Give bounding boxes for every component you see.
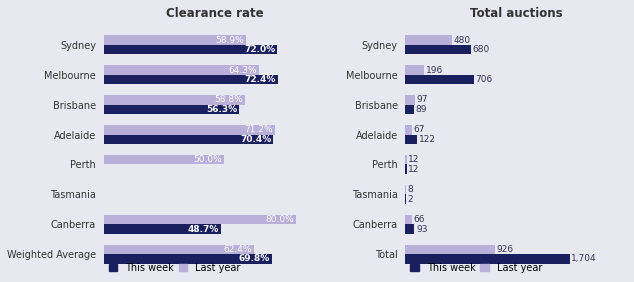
Bar	[104, 75, 278, 84]
Text: 12: 12	[408, 165, 420, 174]
Title: Total auctions: Total auctions	[470, 7, 562, 20]
Text: 62.4%: 62.4%	[224, 245, 252, 254]
Text: 480: 480	[453, 36, 470, 45]
Bar	[104, 35, 245, 45]
Text: 93: 93	[416, 224, 427, 233]
Text: 2: 2	[407, 195, 413, 204]
Text: 58.8%: 58.8%	[215, 95, 243, 104]
Text: 50.0%: 50.0%	[193, 155, 222, 164]
Text: 69.8%: 69.8%	[238, 254, 270, 263]
Text: 66: 66	[413, 215, 425, 224]
Bar	[406, 45, 471, 54]
Bar	[104, 45, 277, 54]
Text: 706: 706	[475, 75, 492, 84]
Text: 8: 8	[408, 185, 413, 194]
Text: 680: 680	[472, 45, 489, 54]
Legend: This week, Last year: This week, Last year	[108, 263, 241, 273]
Text: 72.4%: 72.4%	[245, 75, 276, 84]
Bar	[406, 35, 452, 45]
Text: 64.3%: 64.3%	[228, 65, 257, 74]
Bar	[406, 75, 474, 84]
Bar	[406, 254, 569, 264]
Text: 12: 12	[408, 155, 420, 164]
Text: 1,704: 1,704	[571, 254, 597, 263]
Title: Clearance rate: Clearance rate	[165, 7, 263, 20]
Text: 71.2%: 71.2%	[245, 125, 273, 134]
Bar	[406, 224, 415, 234]
Text: 70.4%: 70.4%	[240, 135, 271, 144]
Text: 97: 97	[417, 95, 428, 104]
Text: 122: 122	[418, 135, 436, 144]
Bar	[104, 244, 254, 254]
Text: 56.3%: 56.3%	[206, 105, 237, 114]
Bar	[104, 125, 275, 135]
Bar	[104, 155, 224, 164]
Text: 48.7%: 48.7%	[188, 224, 219, 233]
Legend: This week, Last year: This week, Last year	[410, 263, 543, 273]
Text: 80.0%: 80.0%	[266, 215, 294, 224]
Bar	[104, 105, 239, 114]
Bar	[406, 244, 495, 254]
Bar	[104, 254, 272, 264]
Text: 67: 67	[413, 125, 425, 134]
Text: 58.9%: 58.9%	[215, 36, 243, 45]
Bar	[104, 224, 221, 234]
Bar	[406, 105, 414, 114]
Bar	[104, 135, 273, 144]
Bar	[406, 95, 415, 105]
Bar	[406, 215, 412, 224]
Text: 72.0%: 72.0%	[244, 45, 275, 54]
Bar	[406, 125, 412, 135]
Text: 196: 196	[426, 65, 443, 74]
Text: 89: 89	[415, 105, 427, 114]
Bar	[406, 135, 417, 144]
Bar	[104, 95, 245, 105]
Bar	[104, 215, 296, 224]
Bar	[104, 65, 259, 75]
Bar	[406, 65, 424, 75]
Text: 926: 926	[496, 245, 514, 254]
